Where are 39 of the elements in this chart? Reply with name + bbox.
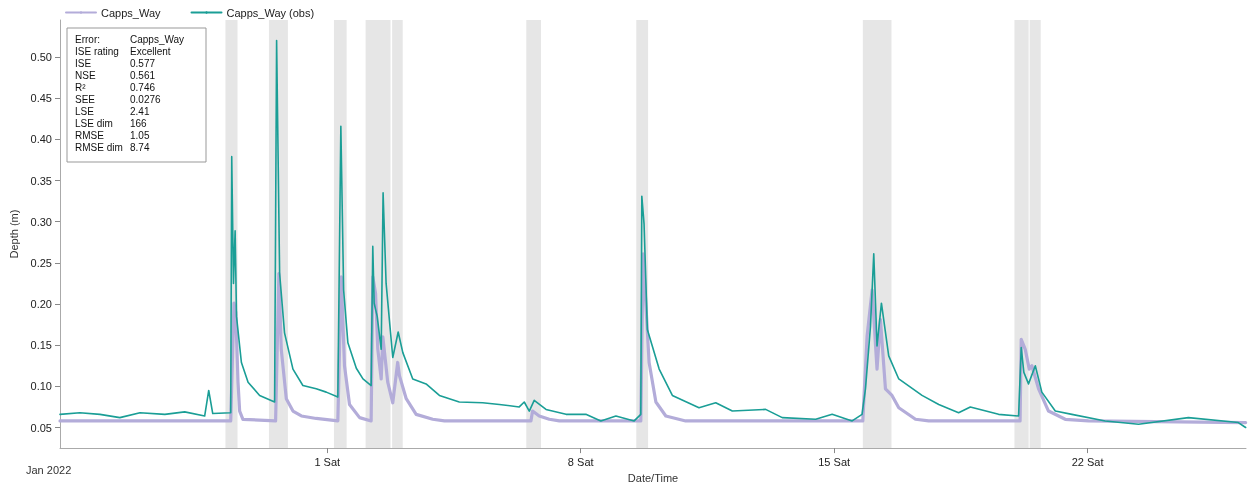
annotation: NSE [75, 69, 96, 81]
y-axis-title: Depth (m) [8, 209, 21, 259]
x-tick-label: 1 Sat [314, 455, 341, 468]
y-tick-label: 0.15 [30, 339, 52, 352]
legend-label: Capps_Way [101, 6, 162, 19]
legend-label: Capps_Way (obs) [226, 6, 315, 19]
annotation: ISE rating [75, 45, 119, 57]
annotation: 2.41 [130, 105, 150, 117]
y-tick-label: 0.10 [30, 380, 52, 393]
y-tick-label: 0.35 [30, 174, 52, 187]
x-tick-label: 15 Sat [818, 455, 851, 468]
annotation: RMSE [75, 129, 105, 141]
x-tick-label: 22 Sat [1071, 455, 1104, 468]
y-tick-label: 0.05 [30, 421, 52, 434]
y-tick-label: 0.50 [30, 51, 52, 64]
annotation: 0.746 [130, 81, 156, 93]
y-tick-label: 0.20 [30, 298, 52, 311]
annotation: 0.0276 [130, 93, 162, 105]
annotation: 1.05 [130, 129, 150, 141]
annotation: 0.561 [130, 69, 156, 81]
y-tick-label: 0.40 [30, 133, 52, 146]
x-tick-label: 8 Sat [567, 455, 594, 468]
text: Jan 2022 [26, 463, 72, 476]
y-tick-label: 0.45 [30, 92, 52, 105]
annotation: ISE [75, 57, 92, 69]
annotation: Error: [75, 33, 100, 45]
annotation: Capps_Way [130, 33, 185, 45]
annotation: RMSE dim [75, 141, 123, 153]
annotation: LSE dim [75, 117, 113, 129]
annotation: 166 [130, 117, 148, 129]
annotation: R² [75, 81, 87, 93]
annotation: 8.74 [130, 141, 150, 153]
annotation: Excellent [130, 45, 171, 57]
annotation: LSE [75, 105, 95, 117]
annotation: 0.577 [130, 57, 156, 69]
annotation: SEE [75, 93, 96, 105]
y-tick-label: 0.30 [30, 215, 52, 228]
y-tick-label: 0.25 [30, 256, 52, 269]
x-axis-title: Date/Time [627, 471, 679, 484]
